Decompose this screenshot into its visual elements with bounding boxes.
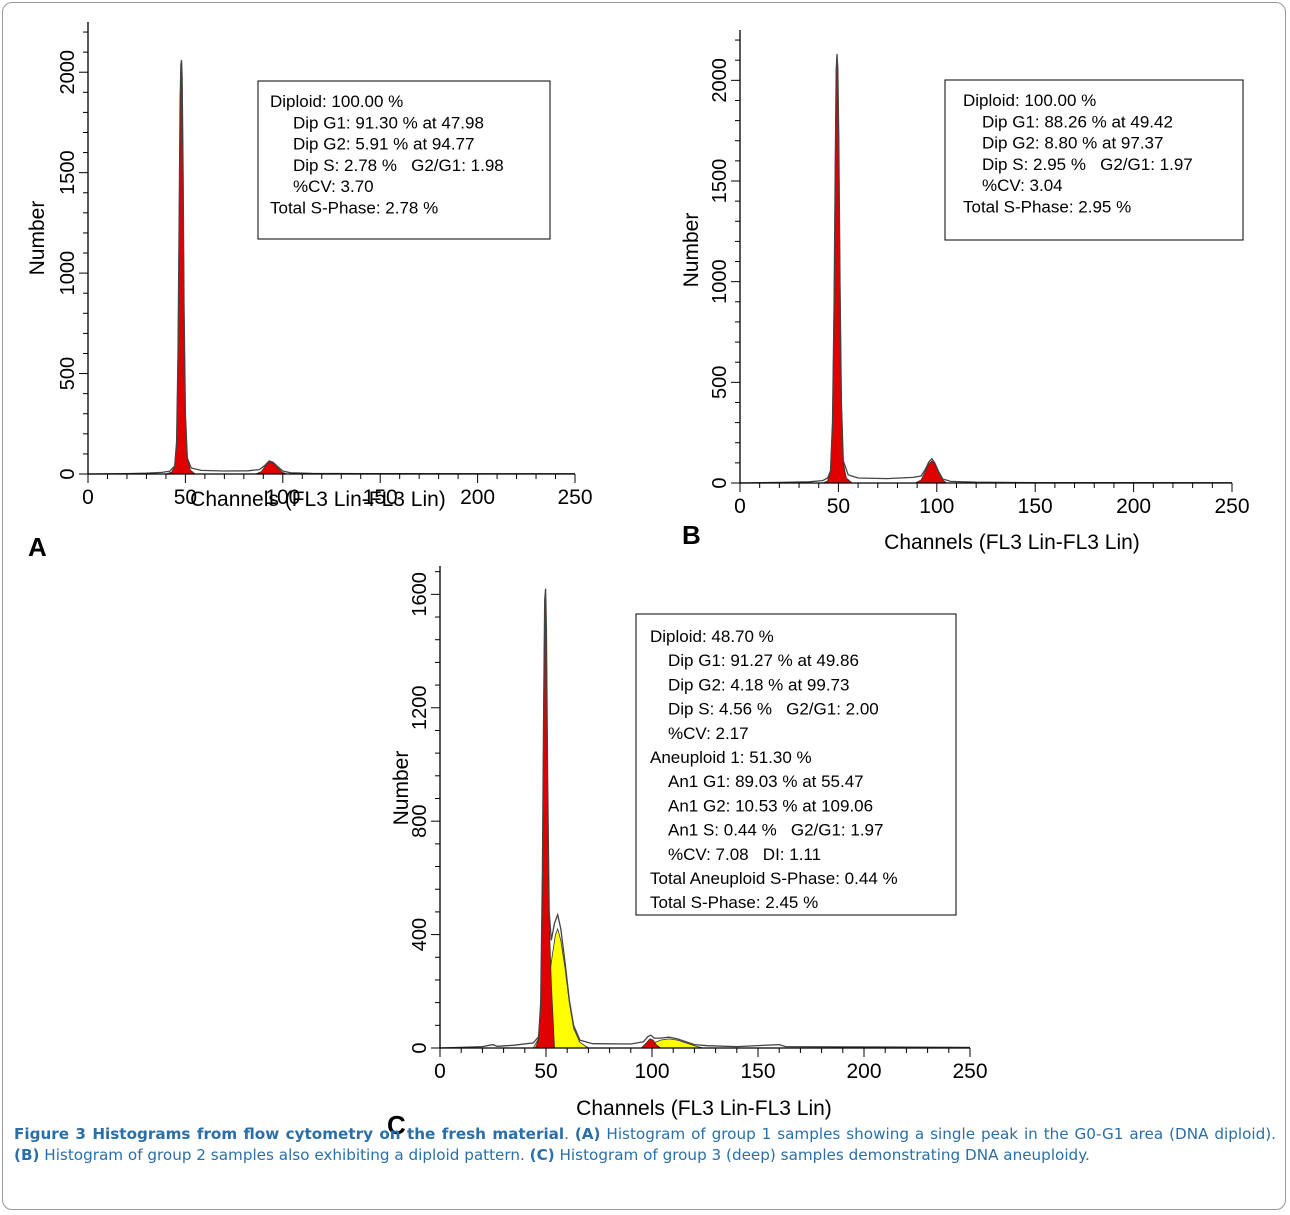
- y-tick-label: 0: [57, 468, 79, 479]
- caption-dot: .: [564, 1125, 575, 1143]
- y-axis-label: Number: [390, 751, 413, 826]
- stats-line: Diploid: 100.00 %: [963, 91, 1096, 110]
- stats-line: Dip S: 4.56 % G2/G1: 2.00: [668, 700, 879, 719]
- x-tick-label: 50: [534, 1060, 557, 1083]
- y-tick-label: 400: [409, 918, 431, 951]
- y-tick-label: 1000: [57, 251, 79, 296]
- y-tick-label: 1500: [709, 159, 731, 204]
- stats-line: Dip G1: 91.27 % at 49.86: [668, 651, 859, 670]
- histogram-fill-series-2: [255, 461, 287, 475]
- stats-line: Total S-Phase: 2.95 %: [963, 198, 1131, 217]
- caption-text-c: Histogram of group 3 (deep) samples demo…: [554, 1146, 1090, 1164]
- stats-line: Dip G1: 88.26 % at 49.42: [982, 112, 1173, 131]
- y-tick-label: 1600: [409, 572, 431, 616]
- stats-line: Diploid: 48.70 %: [650, 627, 774, 646]
- figure-caption: Figure 3 Histograms from flow cytometry …: [14, 1124, 1276, 1166]
- histogram-outline: [439, 588, 971, 1049]
- histogram-panel-b: 0 50 100 150 200 250 0 500 1000 1500 2000 Number Cha…: [680, 30, 1250, 554]
- histogram-outline: [739, 54, 1233, 484]
- stats-line: An1 S: 0.44 % G2/G1: 1.97: [668, 821, 883, 840]
- y-tick-label: 0: [709, 477, 731, 488]
- x-tick-label: 150: [1018, 495, 1053, 518]
- stats-line: Dip G2: 8.80 % at 97.37: [982, 134, 1163, 153]
- panel-label: A: [28, 532, 47, 562]
- stats-box: [944, 79, 1244, 241]
- x-tick-label: 150: [363, 486, 398, 509]
- x-tick-label: 50: [827, 495, 850, 518]
- caption-text-a: Histogram of group 1 samples showing a s…: [600, 1125, 1276, 1143]
- x-tick-label: 0: [734, 495, 746, 518]
- caption-text-b: Histogram of group 2 samples also exhibi…: [39, 1146, 530, 1164]
- y-axis-label: Number: [680, 213, 703, 288]
- x-tick-label: 50: [174, 486, 197, 509]
- x-tick-label: 250: [952, 1060, 987, 1083]
- x-tick-label: 200: [1116, 495, 1151, 518]
- stats-line: Dip G1: 91.30 % at 47.98: [293, 113, 484, 132]
- stats-line: Total S-Phase: 2.45 %: [650, 893, 818, 912]
- stats-line: %CV: 3.70: [293, 177, 374, 196]
- stats-line: Dip S: 2.78 % G2/G1: 1.98: [293, 156, 504, 175]
- y-tick-label: 1500: [57, 150, 79, 195]
- x-tick-label: 0: [82, 486, 94, 509]
- y-tick-label: 2000: [57, 50, 79, 95]
- x-axis-label: Channels (FL3 Lin-FL3 Lin): [190, 488, 446, 511]
- y-tick-label: 1000: [709, 259, 731, 304]
- stats-box: [635, 613, 957, 916]
- histogram-outline: [87, 60, 576, 475]
- histogram-panel-a: 0 50 100 150 200 250 0 500 1000 1500 2000 Number Cha…: [26, 22, 593, 562]
- y-tick-label: 800: [409, 804, 431, 837]
- x-axis-label: Channels (FL3 Lin-FL3 Lin): [576, 1097, 832, 1120]
- stats-line: Aneuploid 1: 51.30 %: [650, 748, 812, 767]
- stats-line: Dip G2: 5.91 % at 94.77: [293, 135, 474, 154]
- panel-label: B: [682, 520, 701, 550]
- stats-line: An1 G2: 10.53 % at 109.06: [668, 796, 873, 815]
- y-axis-label: Number: [26, 201, 49, 276]
- caption-title: Figure 3 Histograms from flow cytometry …: [14, 1125, 565, 1143]
- stats-line: %CV: 7.08 DI: 1.11: [668, 845, 821, 864]
- caption-label-c: (C): [529, 1146, 555, 1164]
- stats-line: Dip G2: 4.18 % at 99.73: [668, 675, 849, 694]
- stats-line: %CV: 2.17: [668, 724, 749, 743]
- stats-line: Total S-Phase: 2.78 %: [270, 199, 438, 218]
- y-tick-label: 500: [709, 366, 731, 399]
- y-tick-label: 500: [57, 357, 79, 390]
- x-tick-label: 100: [634, 1060, 669, 1083]
- y-tick-label: 1200: [409, 686, 431, 731]
- stats-line: Diploid: 100.00 %: [270, 92, 403, 111]
- x-tick-label: 0: [434, 1060, 446, 1083]
- histogram-fill-series-2: [915, 460, 948, 484]
- x-tick-label: 250: [1214, 495, 1249, 518]
- histogram-panel-c: 0 50 100 150 200 250 0 400 800 1200 1600 Number Chan…: [387, 566, 988, 1140]
- histogram-fill-series-1: [822, 54, 854, 484]
- stats-line: Total Aneuploid S-Phase: 0.44 %: [650, 869, 898, 888]
- y-tick-label: 2000: [709, 58, 731, 103]
- caption-label-a: (A): [574, 1125, 601, 1143]
- x-tick-label: 100: [919, 495, 954, 518]
- stats-box: [257, 80, 551, 240]
- x-axis-label: Channels (FL3 Lin-FL3 Lin): [884, 531, 1140, 554]
- stats-line: Dip S: 2.95 % G2/G1: 1.97: [982, 155, 1193, 174]
- stats-line: %CV: 3.04: [982, 176, 1063, 195]
- x-tick-label: 200: [846, 1060, 881, 1083]
- y-tick-label: 0: [409, 1042, 431, 1053]
- caption-label-b: (B): [14, 1146, 40, 1164]
- x-tick-label: 100: [265, 486, 300, 509]
- x-tick-label: 200: [460, 486, 495, 509]
- x-tick-label: 250: [557, 486, 592, 509]
- panel-label: C: [387, 1110, 406, 1140]
- x-tick-label: 150: [740, 1060, 775, 1083]
- stats-line: An1 G1: 89.03 % at 55.47: [668, 772, 864, 791]
